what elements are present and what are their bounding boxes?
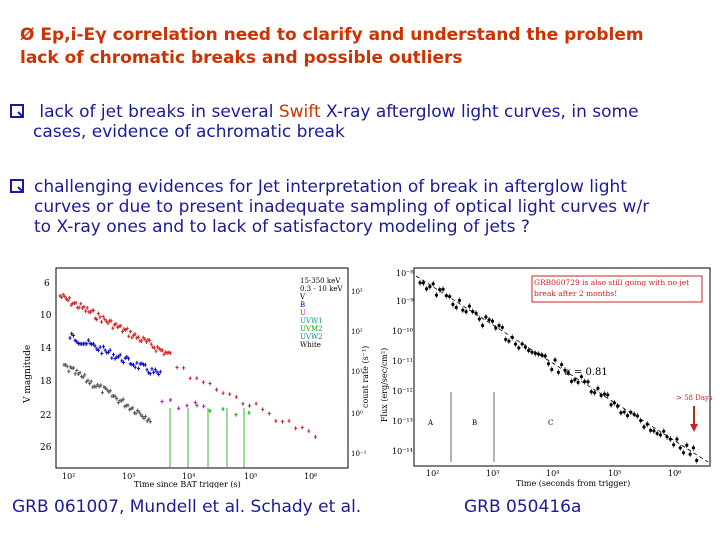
right-ylabel: Flux (erg/sec/cm²): [380, 348, 389, 422]
arrow-bullet-icon: Ø: [20, 25, 35, 45]
right-ytick: 10⁻¹³: [392, 417, 413, 426]
left-yr-tick: 10¹: [351, 368, 363, 376]
right-ytick: 10⁻¹²: [392, 387, 413, 396]
caption-left: GRB 061007, Mundell et al. Schady et al.: [12, 497, 362, 517]
right-ytick: 10⁻⁸: [396, 269, 414, 278]
right-xtick: 10⁵: [608, 469, 621, 478]
left-yr-tick: 10⁰: [351, 410, 363, 418]
left-yr-label: count rate (s⁻¹): [361, 346, 370, 408]
right-xtick: 10²: [426, 469, 439, 478]
slide-title: Ø Ep,i-Eγ correlation need to clarify an…: [20, 24, 710, 70]
left-plot-frame: [55, 267, 349, 469]
right-ytick: 10⁻¹⁰: [392, 327, 413, 336]
legend-entry: UVW1: [300, 317, 323, 325]
left-xtick: 10⁵: [244, 472, 257, 481]
legend-entry: UVW2: [300, 333, 323, 341]
bullet-2-line2: curves or due to present inadequate samp…: [34, 197, 650, 217]
bullet-2-line3: to X-ray ones and to lack of satisfactor…: [34, 217, 530, 237]
right-xtick: 10⁴: [546, 469, 559, 478]
legend-entry: UVM2: [300, 325, 323, 333]
legend-entry: 0.3 - 10 keV: [300, 285, 343, 293]
left-ytick: 14: [40, 344, 52, 354]
left-series-group: [58, 292, 317, 468]
note-text: GRB060729 is also still going with no je…: [534, 278, 690, 298]
left-xtick: 10²: [62, 472, 75, 481]
q-bullet-icon: [10, 104, 24, 118]
left-xtick: 10³: [122, 472, 135, 481]
q-bullet-icon: [10, 179, 24, 193]
left-yr-tick: 10²: [351, 328, 363, 336]
legend-entry: 15-350 keV: [300, 277, 341, 285]
right-plot-frame: [413, 267, 711, 467]
left-ytick: 26: [40, 443, 52, 453]
right-series-group: [418, 279, 699, 464]
bullet-2: challenging evidences for Jet interpreta…: [10, 177, 710, 241]
left-ytick: 10: [40, 311, 52, 321]
left-ytick: 22: [40, 411, 51, 421]
legend-entry: V: [299, 293, 306, 301]
legend-entry: U: [300, 309, 306, 317]
bullet-1-pre: lack of jet breaks in several: [39, 102, 279, 122]
left-xlabel: Time since BAT trigger (s): [134, 480, 241, 488]
swift-highlight: Swift: [278, 102, 321, 122]
days-label: > 58 Days: [676, 394, 713, 402]
segment-label: A: [427, 419, 434, 427]
left-xtick: 10⁴: [182, 472, 195, 481]
right-xtick: 10⁶: [668, 469, 681, 478]
days-arrowhead: [690, 424, 698, 432]
left-ylabel: V magnitude: [23, 345, 33, 404]
right-ytick: 10⁻⁹: [396, 297, 414, 306]
right-ytick: 10⁻¹⁴: [392, 447, 413, 456]
note-box: [531, 275, 703, 303]
left-lightcurve-figure: 6 10 14 18 22 26 V magnitude 10² 10³ 10⁴…: [12, 258, 374, 488]
right-ytick: 10⁻¹¹: [392, 357, 413, 366]
right-xlabel: Time (seconds from trigger): [516, 479, 630, 488]
bullet-2-line1: challenging evidences for Jet interpreta…: [34, 177, 627, 197]
right-lightcurve-figure: 10⁻⁸ 10⁻⁹ 10⁻¹⁰ 10⁻¹¹ 10⁻¹² 10⁻¹³ 10⁻¹⁴ …: [376, 262, 716, 488]
segment-label: B: [472, 419, 477, 427]
left-yr-tick: 10⁻¹: [351, 450, 367, 458]
caption-right: GRB 050416a: [464, 497, 582, 517]
bullet-1-post: X-ray afterglow light curves, in some: [320, 102, 639, 122]
bullet-1-line2: cases, evidence of achromatic break: [33, 122, 345, 142]
left-legend: 15-350 keV 0.3 - 10 keV V B U UVW1 UVM2 …: [299, 277, 343, 349]
left-xtick: 10⁶: [304, 472, 317, 481]
left-ytick: 6: [44, 279, 50, 289]
legend-entry: White: [300, 341, 321, 349]
legend-entry: B: [300, 301, 305, 309]
bullet-1: lack of jet breaks in several Swift X-ra…: [10, 102, 710, 146]
alpha-label: α = 0.81: [564, 367, 608, 378]
right-xtick: 10³: [486, 469, 499, 478]
left-yr-tick: 10³: [351, 288, 363, 296]
left-ytick: 18: [40, 377, 52, 387]
fit-line: [415, 275, 709, 463]
segment-label: C: [548, 419, 553, 427]
title-line-1: Ep,i-Eγ correlation need to clarify and …: [40, 25, 644, 45]
title-line-2: lack of chromatic breaks and possible ou…: [20, 48, 463, 68]
